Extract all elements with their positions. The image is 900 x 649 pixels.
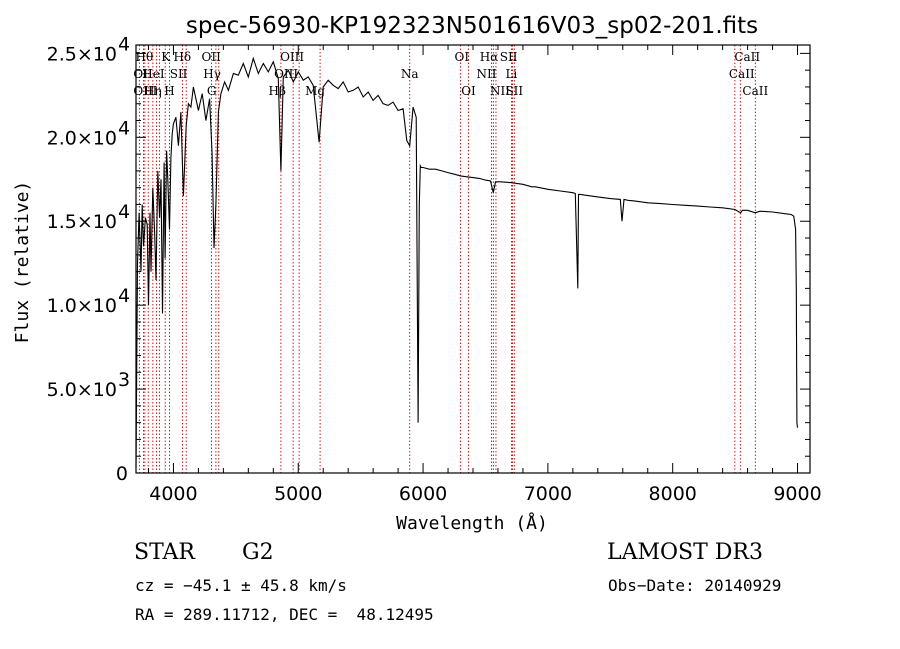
spectral-line-label: HeI [142, 67, 165, 81]
x-tick-label: 6000 [399, 483, 447, 505]
spectral-line-label: Hβ [269, 84, 286, 98]
spectral-line-label: H [164, 84, 174, 98]
object-class: STAR [134, 540, 195, 565]
survey-name: LAMOST DR3 [607, 540, 763, 565]
x-axis-ticks: 4000 5000 6000 7000 8000 9000 [147, 45, 822, 505]
spectral-line-label: NII [490, 84, 510, 98]
object-subclass: G2 [242, 540, 274, 565]
spectral-line-label: Na [401, 67, 419, 81]
y-tick-label: 1.0×10 [47, 295, 117, 317]
observation-date: Obs−Date: 20140929 [608, 576, 782, 595]
spectral-line-label: K [161, 50, 171, 64]
y-tick-label: 5.0×10 [47, 379, 117, 401]
x-tick-label: 7000 [524, 483, 572, 505]
x-tick-label: 8000 [649, 483, 697, 505]
spectral-line-label: CaII [742, 84, 768, 98]
y-tick-exponent: 4 [118, 285, 130, 307]
y-tick-label: 0 [116, 463, 128, 485]
y-axis-ticks: 05.0×10 31.0×10 41.5×10 42.0×10 42.5×10 4 [47, 33, 810, 485]
spectral-line-label: Hγ [203, 67, 221, 81]
spectral-line-label: OIII [280, 50, 304, 64]
x-tick-label: 9000 [773, 483, 821, 505]
spectral-line-label: OII [202, 50, 222, 64]
spectral-line-label: Li [505, 67, 517, 81]
spectral-line-label: OI [455, 50, 470, 64]
y-axis-label: Flux (relative) [12, 181, 33, 344]
y-tick-exponent: 4 [118, 117, 130, 139]
spectral-line-label: OIII [133, 84, 157, 98]
y-tick-exponent: 4 [118, 33, 130, 55]
spectral-line-label: Mg [305, 84, 325, 98]
x-tick-label: 5000 [274, 483, 322, 505]
spectral-line-label: Hδ [173, 50, 191, 64]
spectral-line-label: OIII [274, 67, 298, 81]
spectral-line-label: SII [505, 84, 523, 98]
x-tick-label: 4000 [149, 483, 197, 505]
chart-title: spec-56930-KP192323N501616V03_sp02-201.f… [186, 13, 758, 39]
spectral-line-label: CaII [729, 67, 755, 81]
spectral-line-label: CaII [734, 50, 760, 64]
spectral-line-label: G [207, 84, 217, 98]
spectral-line-label: OI [461, 84, 476, 98]
spectral-line-label: NII [476, 67, 496, 81]
plot-frame [135, 44, 811, 474]
spectral-line-markers [138, 45, 756, 473]
y-tick-label: 2.0×10 [47, 127, 117, 149]
spectrum-series-line [135, 56, 799, 469]
coordinates: RA = 289.11712, DEC = 48.12495 [135, 605, 434, 624]
y-tick-label: 1.5×10 [47, 211, 117, 233]
y-tick-exponent: 4 [118, 201, 130, 223]
spectral-line-label: Hα [480, 50, 499, 64]
spectrum-chart: spec-56930-KP192323N501616V03_sp02-201.f… [12, 13, 822, 534]
spectral-line-label: Hθ [136, 50, 154, 64]
spectral-line-label: SII [500, 50, 518, 64]
redshift-cz: cz = −45.1 ± 45.8 km/s [135, 576, 347, 595]
y-tick-label: 2.5×10 [47, 43, 117, 65]
x-axis-label: Wavelength (Å) [396, 512, 548, 534]
spectral-line-label: Hη [144, 84, 162, 98]
y-tick-exponent: 3 [118, 369, 130, 391]
spectral-line-label: SII [170, 67, 188, 81]
